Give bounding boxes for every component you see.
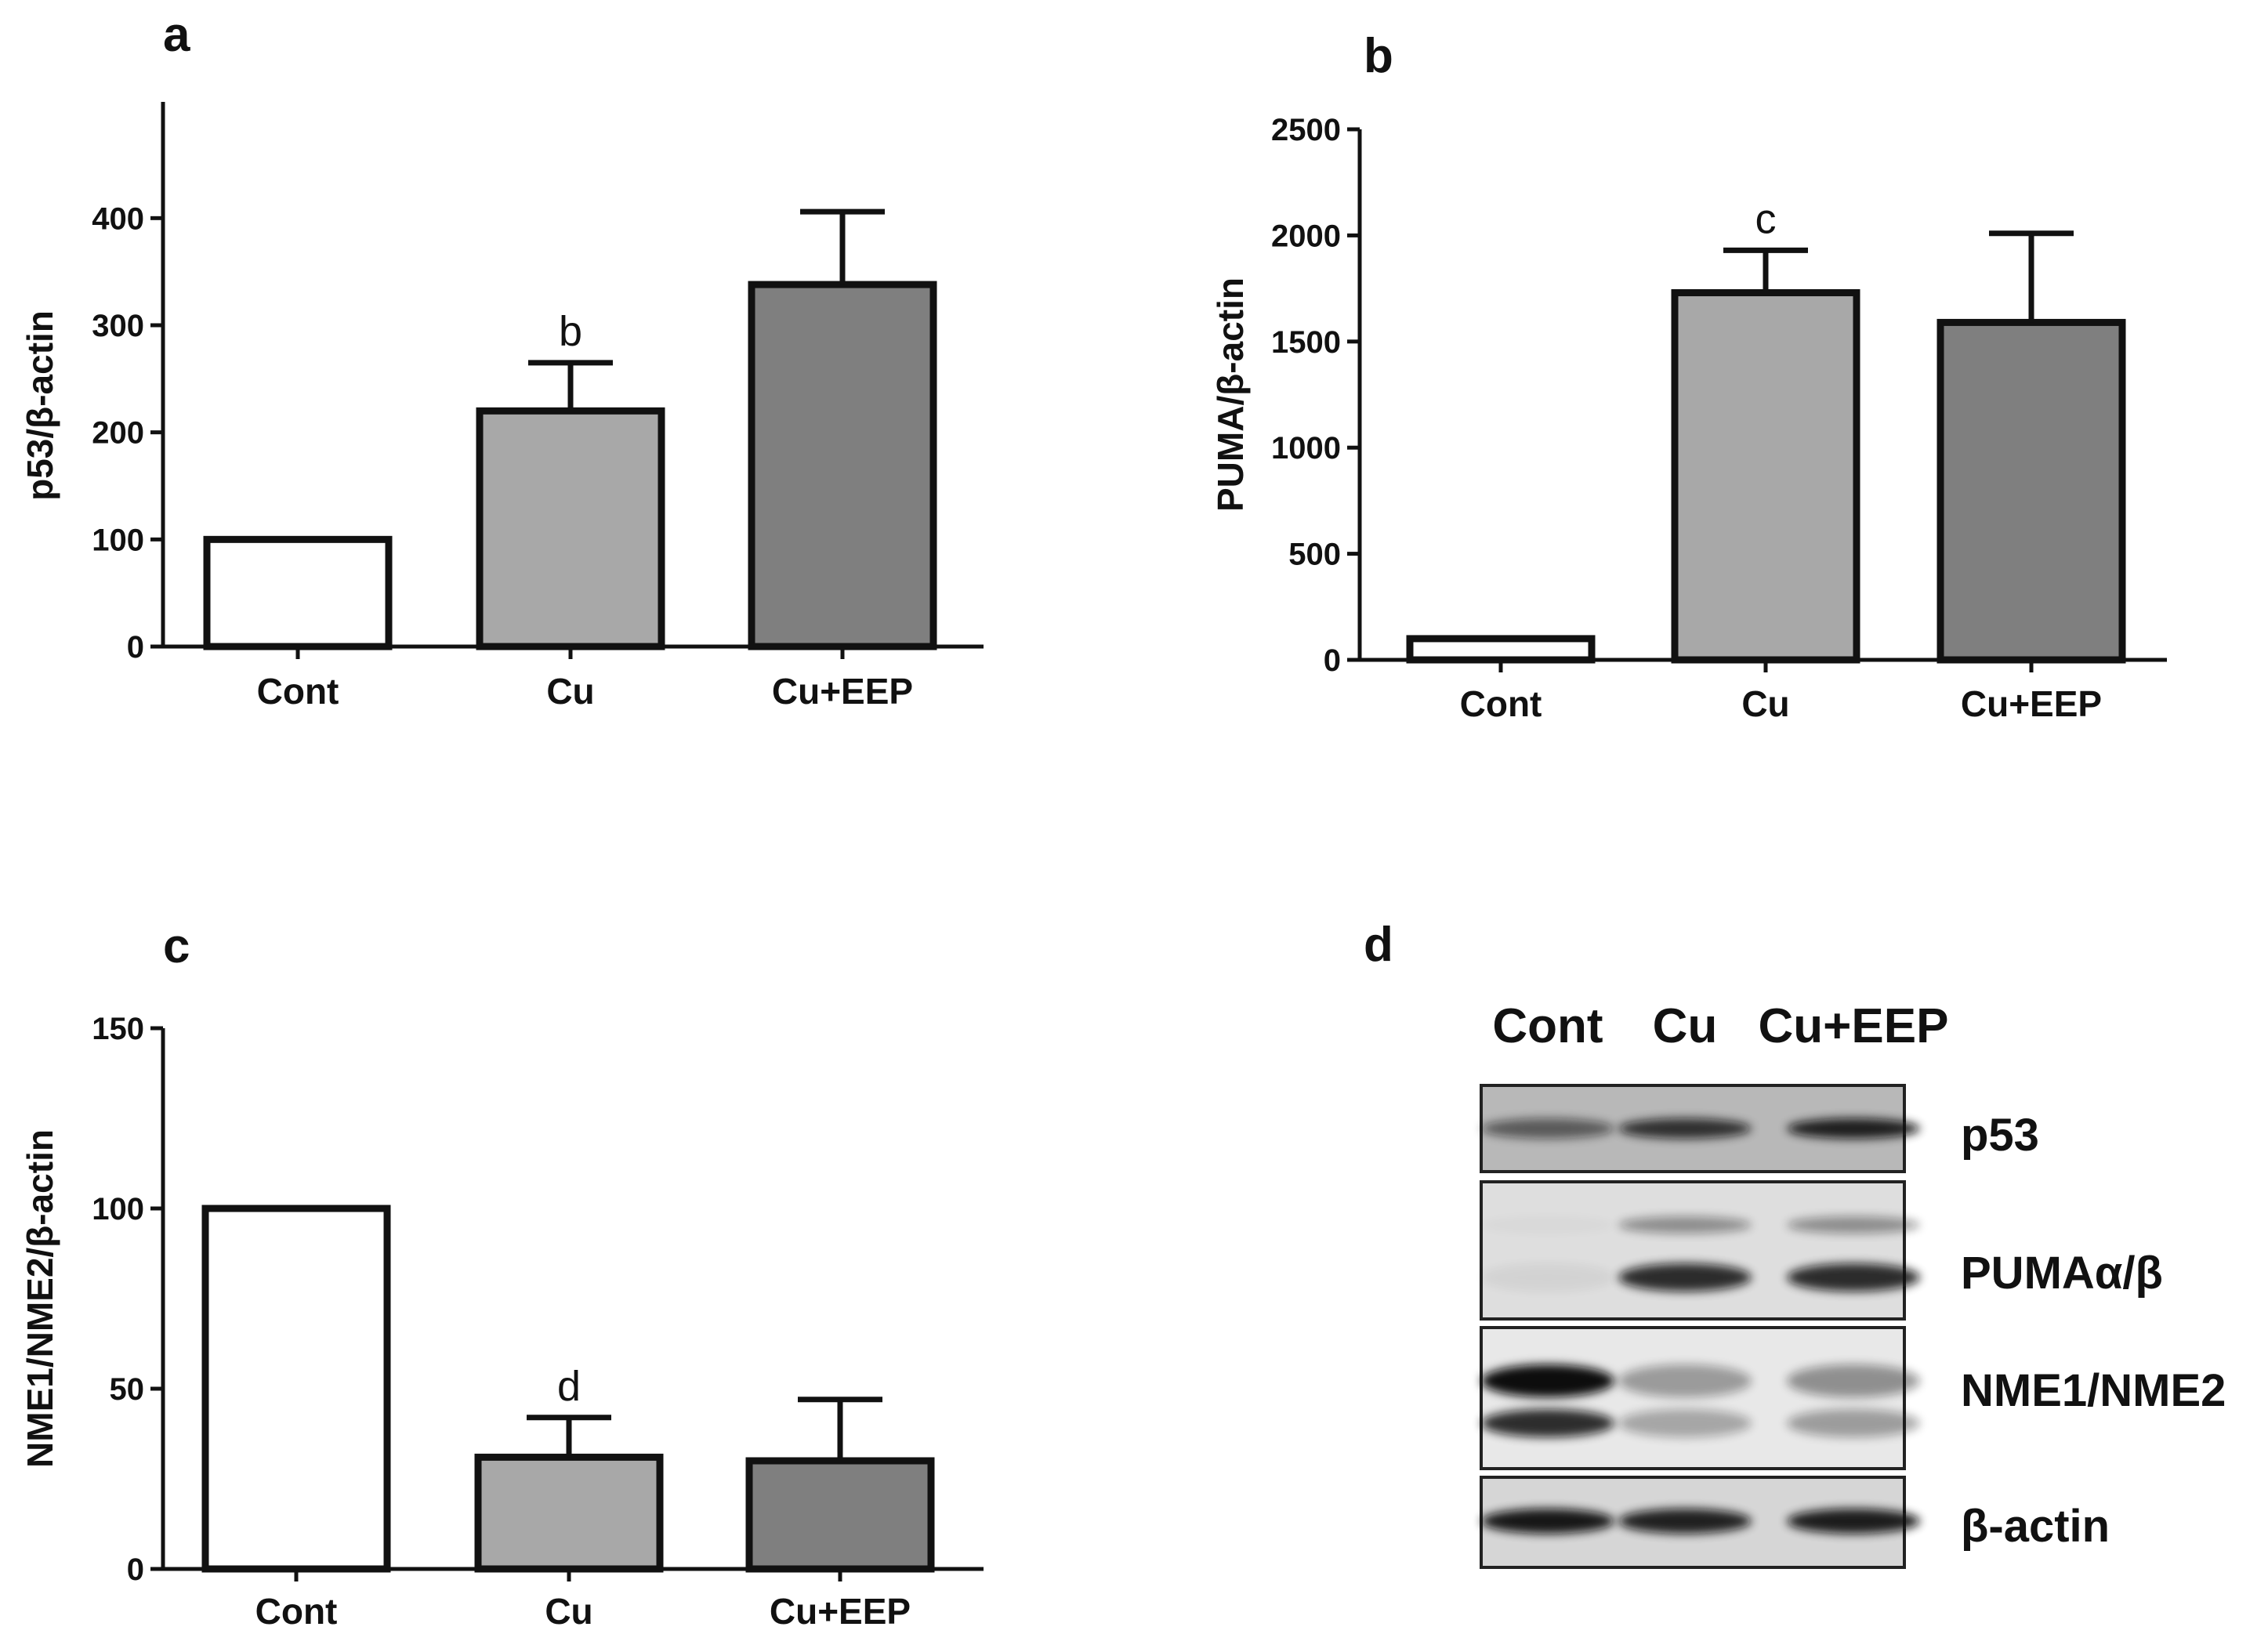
blot-row-label: NME1/NME2: [1961, 1365, 2226, 1416]
y-tick-label: 0: [127, 630, 144, 665]
blot-strip: [1480, 1326, 1906, 1470]
category-label: Cu: [1741, 683, 1789, 724]
panel-label-c: c: [163, 919, 190, 973]
category-label: Cu: [546, 671, 594, 712]
panel-label-b: b: [1364, 29, 1393, 83]
y-tick-label: 0: [127, 1552, 144, 1587]
blot-lane-label: Cu: [1653, 999, 1718, 1053]
bar: [474, 1453, 664, 1573]
blot-band: [1618, 1364, 1752, 1397]
blot-band: [1481, 1118, 1614, 1139]
y-tick-label: 0: [1324, 643, 1341, 678]
bar: [745, 1457, 935, 1573]
y-tick-label: 400: [92, 201, 144, 236]
blot-band: [1787, 1509, 1920, 1534]
significance-label: b: [559, 308, 582, 355]
blot-band: [1481, 1409, 1614, 1437]
blot-band: [1787, 1409, 1920, 1437]
blot-band: [1481, 1509, 1614, 1534]
blot-lane-label: Cu+EEP: [1759, 999, 1949, 1053]
blot-band: [1481, 1216, 1614, 1234]
blot-band: [1618, 1216, 1752, 1234]
blot-band: [1618, 1118, 1752, 1139]
y-tick-label: 1000: [1271, 431, 1341, 466]
bar: [748, 281, 937, 650]
bar: [1936, 318, 2126, 664]
blot-band: [1618, 1409, 1752, 1437]
blot-band: [1618, 1509, 1752, 1534]
y-tick-label: 2500: [1271, 113, 1341, 147]
chart-a: 0 100 200 300 400 p53/β-actin Cont b Cu Cu+EEP: [20, 102, 984, 712]
bar: [476, 407, 665, 650]
y-axis-label: PUMA/β-actin: [1210, 277, 1251, 512]
y-tick-label: 2000: [1271, 219, 1341, 253]
bar: [201, 1205, 391, 1573]
y-tick-label: 100: [92, 1192, 144, 1226]
western-blot: Cont Cu Cu+EEP p53 PUMAα/β NME1/NME2 β-a…: [1480, 999, 2226, 1569]
y-tick-label: 100: [92, 523, 144, 557]
panel-label-a: a: [163, 8, 190, 62]
y-axis-label: p53/β-actin: [20, 310, 60, 501]
blot-band: [1618, 1263, 1752, 1292]
bar: [1671, 289, 1860, 664]
significance-label: d: [557, 1363, 581, 1410]
y-tick-label: 300: [92, 309, 144, 343]
y-tick-label: 200: [92, 416, 144, 451]
y-tick-label: 50: [110, 1372, 145, 1407]
bar: [1406, 635, 1596, 664]
blot-row-label: p53: [1961, 1110, 2039, 1161]
y-axis-label: NME1/NME2/β-actin: [20, 1129, 60, 1468]
blot-lane-label: Cont: [1492, 999, 1603, 1053]
blot-row-label: β-actin: [1961, 1501, 2110, 1552]
category-label: Cu: [545, 1591, 592, 1632]
significance-label: c: [1755, 195, 1777, 242]
chart-b: 0 500 1000 1500 2000 2500 PUMA/β-actin Cont c Cu C…: [1210, 113, 2167, 724]
category-label: Cu+EEP: [1961, 683, 2102, 724]
y-tick-label: 1500: [1271, 325, 1341, 360]
category-label: Cont: [1460, 683, 1542, 724]
blot-band: [1481, 1263, 1614, 1292]
blot-band: [1787, 1118, 1920, 1139]
chart-c: 0 50 100 150 NME1/NME2/β-actin Cont d Cu Cu+EEP: [20, 1012, 984, 1632]
blot-band: [1481, 1364, 1614, 1397]
blot-band: [1787, 1263, 1920, 1292]
category-label: Cu+EEP: [772, 671, 913, 712]
blot-band: [1787, 1216, 1920, 1234]
category-label: Cont: [257, 671, 339, 712]
blot-row-label: PUMAα/β: [1961, 1248, 2163, 1299]
category-label: Cu+EEP: [770, 1591, 911, 1632]
panel-label-d: d: [1364, 918, 1393, 972]
y-tick-label: 500: [1288, 538, 1341, 572]
y-tick-label: 150: [92, 1012, 144, 1046]
blot-strip: [1480, 1180, 1906, 1321]
blot-band: [1787, 1364, 1920, 1397]
category-label: Cont: [255, 1591, 338, 1632]
bar: [203, 535, 393, 650]
